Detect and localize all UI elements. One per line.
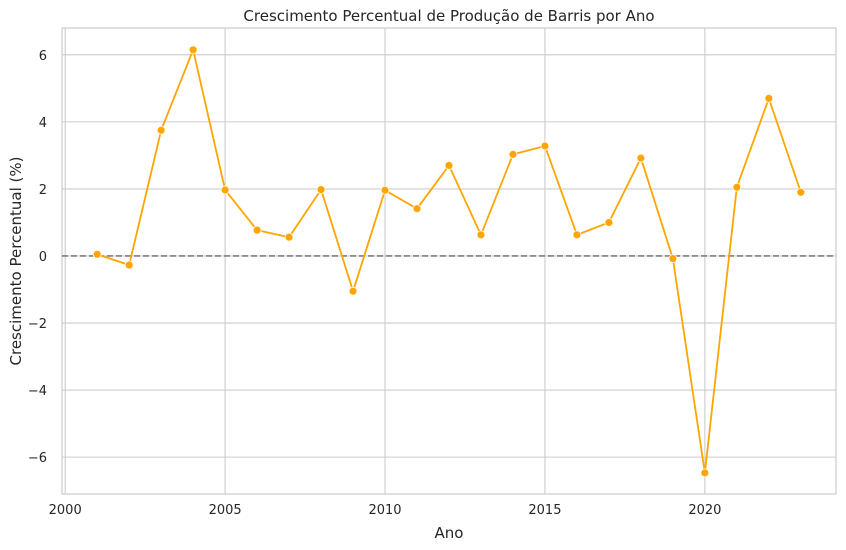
- data-point: [380, 185, 390, 195]
- data-point: [188, 45, 198, 55]
- x-tick-label: 2020: [688, 503, 721, 518]
- y-tick-label: 0: [39, 250, 47, 265]
- data-point: [476, 230, 486, 240]
- series-group: [92, 45, 806, 478]
- y-tick-label: 4: [39, 116, 47, 131]
- data-point: [572, 230, 582, 240]
- y-tick-label: −4: [28, 384, 47, 399]
- data-point: [316, 185, 326, 194]
- data-point: [668, 254, 678, 264]
- data-point: [284, 232, 294, 242]
- data-point: [412, 204, 422, 214]
- plot-area: [61, 27, 837, 495]
- data-point: [508, 149, 518, 159]
- x-tick-label: 2015: [528, 503, 561, 518]
- data-point: [156, 125, 166, 135]
- y-tick-label: 2: [39, 183, 47, 198]
- x-tick-label: 2000: [49, 503, 82, 518]
- data-point: [604, 218, 614, 227]
- y-ticks: −6 −4 −2 0 2 4 6: [28, 49, 47, 466]
- data-point: [636, 153, 646, 163]
- data-point: [540, 141, 550, 151]
- y-tick-label: 6: [39, 49, 47, 64]
- chart-title: Crescimento Percentual de Produção de Ba…: [243, 7, 654, 25]
- data-point: [732, 182, 742, 192]
- y-tick-label: −6: [28, 451, 47, 466]
- data-point: [252, 225, 262, 235]
- data-point: [764, 94, 774, 103]
- x-tick-label: 2010: [368, 503, 401, 518]
- y-tick-label: −2: [28, 317, 47, 332]
- x-tick-label: 2005: [209, 503, 242, 518]
- x-axis-label: Ano: [435, 524, 464, 542]
- x-ticks: 2000 2005 2010 2015 2020: [49, 503, 722, 518]
- data-point: [348, 286, 358, 296]
- data-point: [444, 161, 454, 170]
- data-point: [796, 187, 806, 197]
- data-point: [220, 185, 230, 195]
- data-point: [700, 468, 710, 478]
- data-point: [92, 249, 102, 259]
- data-point: [124, 260, 134, 270]
- y-axis-label: Crescimento Percentual (%): [7, 157, 25, 366]
